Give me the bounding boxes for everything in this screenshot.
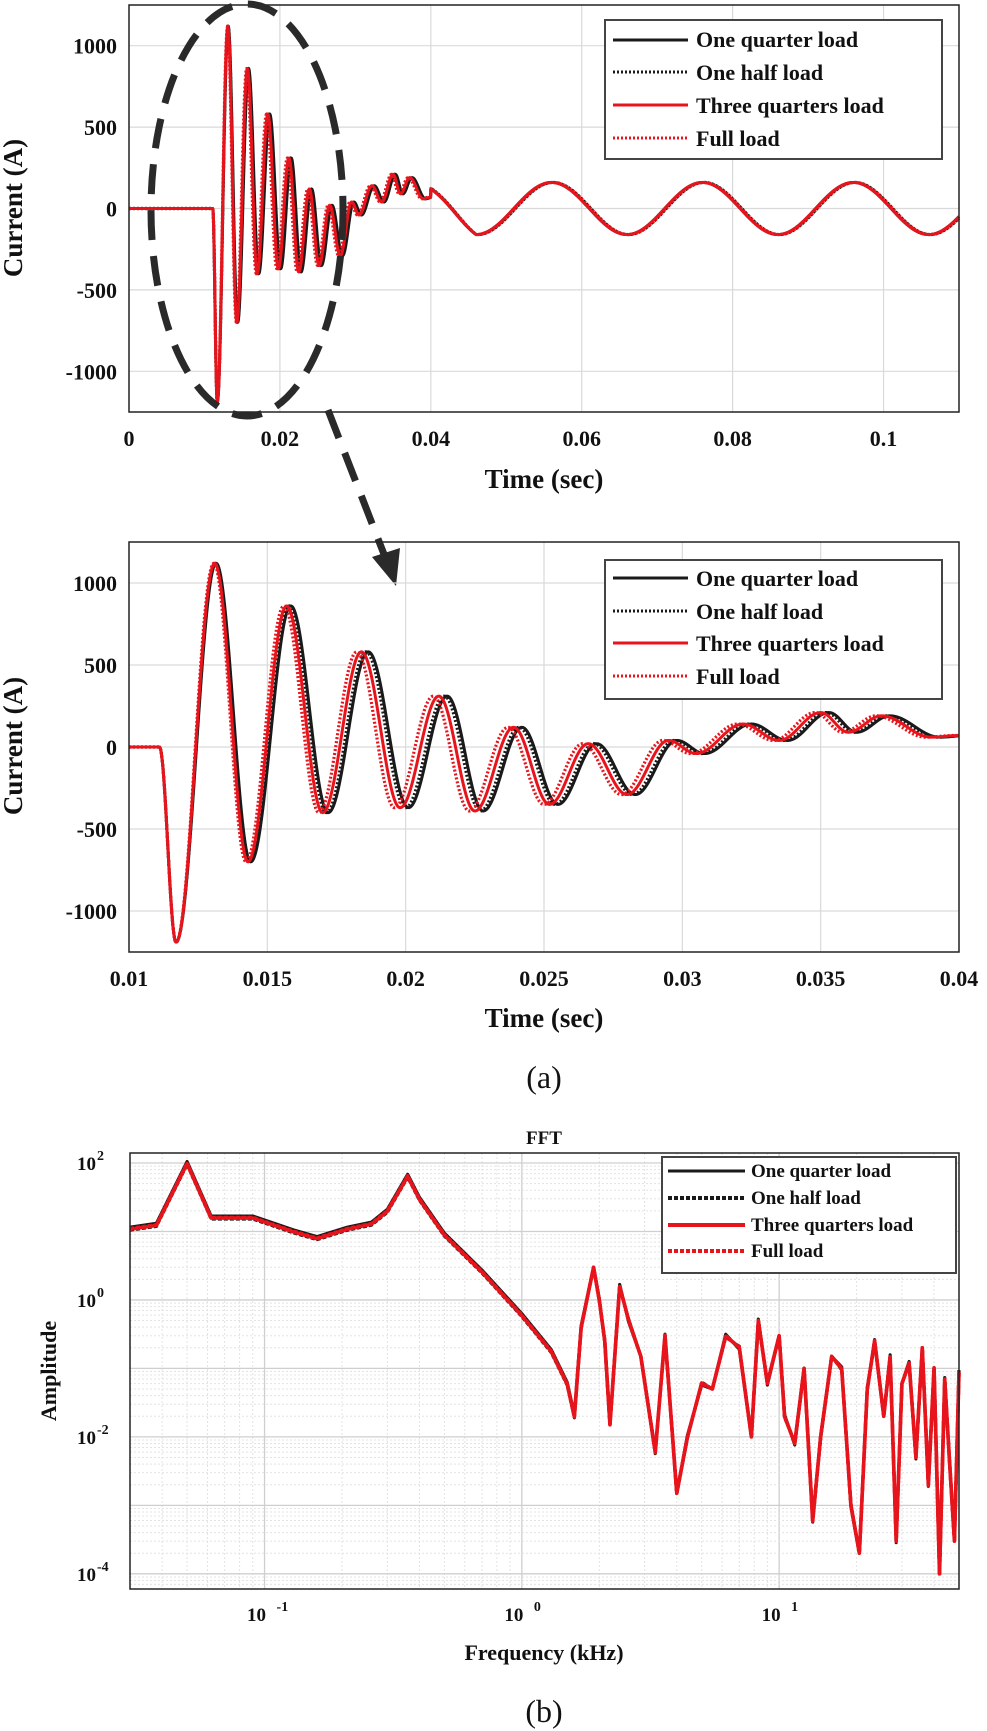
top-y-tick-label: 1000 (73, 34, 117, 59)
fft-y-tick-label: 10 (77, 1565, 96, 1586)
zoom-plot-frame (128, 541, 960, 953)
top-legend-box (604, 19, 943, 160)
zoom-y-axis-label: Current (A) (0, 677, 28, 815)
zoom-y-tick-label: -500 (77, 817, 117, 842)
zoom-legend: One quarter load One half load Three qua… (604, 559, 943, 700)
top-x-axis-label: Time (sec) (485, 464, 604, 494)
top-legend: One quarter load One half load Three qua… (604, 19, 943, 160)
fft-legend: One quarter load One half load Three qua… (661, 1156, 957, 1274)
caption-b: (b) (525, 1693, 562, 1729)
zoom-series-one-half-load (127, 561, 961, 944)
chart-top-panel: 0 0.02 0.04 0.06 0.08 0.1 -1000 -500 0 500 1000 T… (0, 0, 961, 586)
zoom-y-tick-label: -1000 (66, 899, 117, 924)
zoom-arrow-shaft (324, 408, 391, 564)
fft-legend-label-half: One half load (751, 1188, 861, 1209)
zoom-y-tick-labels: -1000 -500 0 500 1000 (66, 571, 117, 924)
zoom-legend-label-full: Full load (696, 664, 780, 689)
fft-x-tick-exponent: -1 (277, 1600, 289, 1615)
caption-a: (a) (526, 1059, 562, 1095)
fft-y-tick-exponent: -4 (97, 1560, 109, 1575)
top-x-tick-label: 0.1 (870, 426, 898, 451)
fft-plot-frame (129, 1152, 960, 1590)
zoom-x-tick-label: 0.04 (940, 966, 979, 991)
zoom-y-tick-label: 1000 (73, 571, 117, 596)
top-plot-frame (128, 4, 960, 413)
fft-legend-label-full: Full load (751, 1241, 824, 1262)
zoom-x-tick-label: 0.01 (110, 966, 149, 991)
top-x-tick-label: 0.02 (261, 426, 300, 451)
zoom-x-tick-label: 0.02 (386, 966, 425, 991)
fft-legend-label-three-quarters: Three quarters load (751, 1215, 914, 1236)
top-series-lines (127, 24, 961, 404)
fft-x-tick-label: 10 (504, 1605, 523, 1626)
fft-series-lines (129, 1159, 961, 1576)
fft-y-tick-label: 10 (77, 1428, 96, 1449)
fft-title: FFT (526, 1128, 562, 1149)
zoom-legend-label-quarter: One quarter load (696, 566, 858, 591)
zoom-series-full-load (127, 561, 961, 944)
zoom-x-tick-label: 0.03 (663, 966, 702, 991)
top-x-tick-label: 0.08 (713, 426, 752, 451)
zoom-legend-label-half: One half load (696, 599, 823, 624)
top-y-tick-label: 500 (84, 115, 117, 140)
fft-x-tick-labels: 10 -1 10 0 10 1 (247, 1600, 798, 1626)
top-y-tick-labels: -1000 -500 0 500 1000 (66, 34, 117, 385)
chart-zoom-panel: 0.01 0.015 0.02 0.025 0.03 0.035 0.04 -1000 -50… (0, 541, 979, 1033)
fft-y-tick-label: 10 (77, 1291, 96, 1312)
fft-x-axis-label: Frequency (kHz) (464, 1640, 623, 1665)
fft-x-tick-exponent: 1 (791, 1600, 798, 1615)
zoom-x-tick-label: 0.035 (796, 966, 846, 991)
fft-y-tick-label: 10 (77, 1154, 96, 1175)
zoom-x-tick-labels: 0.01 0.015 0.02 0.025 0.03 0.035 0.04 (110, 966, 979, 991)
fft-series-three-quarters-load (129, 1161, 961, 1576)
zoom-series-three-quarters-load (127, 561, 961, 944)
fft-y-tick-exponent: 2 (97, 1149, 104, 1164)
fft-y-axis-label: Amplitude (36, 1321, 61, 1421)
fft-legend-box (661, 1156, 957, 1274)
top-y-tick-label: 0 (106, 197, 117, 222)
fft-y-tick-exponent: -2 (97, 1423, 109, 1438)
zoom-y-tick-label: 0 (106, 735, 117, 760)
zoom-legend-label-three-quarters: Three quarters load (696, 631, 884, 656)
top-x-tick-label: 0.04 (412, 426, 451, 451)
zoom-arrow-head (372, 548, 400, 586)
top-x-tick-label: 0 (124, 426, 135, 451)
top-y-tick-label: -500 (77, 278, 117, 303)
fft-legend-label-quarter: One quarter load (751, 1161, 891, 1182)
top-legend-label-quarter: One quarter load (696, 27, 858, 52)
fft-x-tick-label: 10 (247, 1605, 266, 1626)
top-series-three-quarters-load (127, 24, 961, 404)
top-y-tick-label: -1000 (66, 359, 117, 384)
top-legend-label-three-quarters: Three quarters load (696, 93, 884, 118)
top-y-axis-label: Current (A) (0, 139, 28, 277)
zoom-highlight-ellipse (147, 0, 347, 420)
top-legend-label-full: Full load (696, 126, 780, 151)
fft-x-tick-exponent: 0 (534, 1600, 541, 1615)
zoom-series-lines (127, 561, 961, 944)
zoom-x-axis-label: Time (sec) (485, 1003, 604, 1033)
top-legend-label-half: One half load (696, 60, 823, 85)
zoom-x-tick-label: 0.025 (519, 966, 569, 991)
zoom-x-tick-label: 0.015 (243, 966, 293, 991)
fft-y-tick-exponent: 0 (97, 1286, 104, 1301)
fft-x-tick-label: 10 (762, 1605, 781, 1626)
top-x-tick-labels: 0 0.02 0.04 0.06 0.08 0.1 (124, 426, 898, 451)
top-x-tick-label: 0.06 (562, 426, 601, 451)
zoom-y-tick-label: 500 (84, 653, 117, 678)
